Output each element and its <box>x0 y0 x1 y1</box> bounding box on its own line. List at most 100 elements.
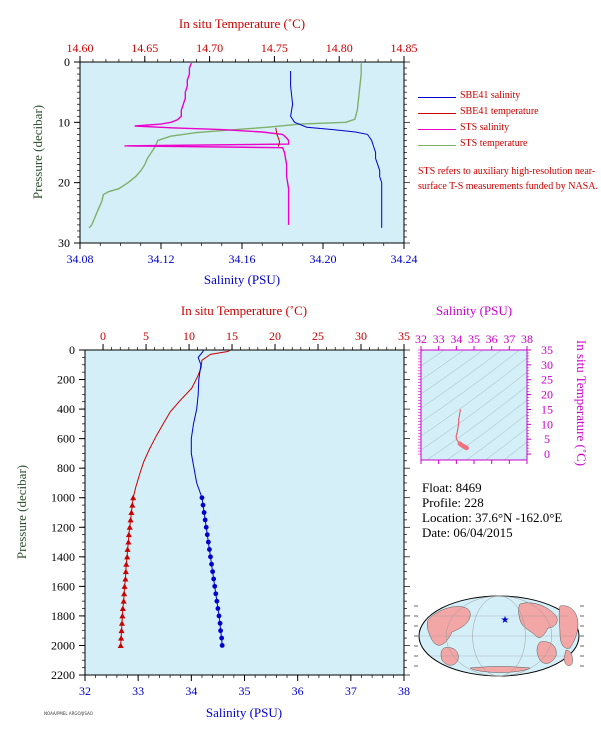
y-tick-label: 2000 <box>51 638 75 652</box>
density-contour <box>503 441 527 460</box>
near-surface-plot: 14.60 14.65 14.70 14.75 14.80 14.85 34.08 34.12… <box>30 16 418 287</box>
top-axis-title: In situ Temperature (˚C) <box>179 16 305 31</box>
series-line-sbe41-temperature <box>275 127 281 147</box>
float-number: Float: 8469 <box>422 480 482 495</box>
top-tick-label: 14.65 <box>131 41 158 55</box>
density-contour <box>421 350 520 423</box>
plot-series <box>455 409 469 451</box>
y-tick-label: 2200 <box>51 668 75 682</box>
top-tick-label: 32 <box>415 332 427 346</box>
top-tick-label: 33 <box>433 332 445 346</box>
credit-text: NOAA/PMEL ARGO/JISAO <box>44 711 93 716</box>
density-contours <box>421 350 527 460</box>
top-tick-label: 38 <box>521 332 533 346</box>
right-tick-label: 0 <box>544 447 550 461</box>
density-contour <box>485 427 527 460</box>
ts-point <box>456 439 459 441</box>
data-marker-sbe41-salinity <box>217 620 223 626</box>
density-contour <box>421 350 465 381</box>
y-tick-label: 600 <box>57 432 75 446</box>
bottom-tick-label: 34.08 <box>67 252 94 266</box>
y-tick-label: 1600 <box>51 579 75 593</box>
top-tick-label: 37 <box>503 332 515 346</box>
top-tick-label: 20 <box>269 329 281 343</box>
y-tick-label: 1800 <box>51 609 75 623</box>
bottom-tick-label: 35 <box>239 684 251 698</box>
data-marker-sbe41-temperature <box>125 539 132 545</box>
legend-swatch <box>418 97 456 98</box>
data-marker-sbe41-temperature <box>122 568 129 575</box>
data-marker-sbe41-salinity <box>212 583 218 589</box>
y-tick-label: 800 <box>57 461 75 475</box>
top-tick-label: 14.75 <box>261 41 288 55</box>
data-marker-sbe41-temperature <box>124 546 131 552</box>
ts-point <box>455 434 458 437</box>
data-marker-sbe41-salinity <box>219 643 225 648</box>
top-axis-title: In situ Temperature (˚C) <box>181 303 307 318</box>
ts-point <box>457 426 459 429</box>
density-contour <box>421 350 502 409</box>
y-tick-label: 1000 <box>51 491 75 505</box>
top-tick-label: 14.70 <box>196 41 223 55</box>
plot-ticks: 0 5 10 15 20 25 30 35 32 33 34 35 36 37 38 0 200 400 600 80… <box>51 329 410 698</box>
data-marker-sbe41-temperature <box>119 605 126 612</box>
date: Date: 06/04/2015 <box>422 525 513 540</box>
bottom-axis-title: Salinity (PSU) <box>206 705 282 720</box>
top-tick-label: 35 <box>468 332 480 346</box>
top-tick-label: 0 <box>100 329 106 343</box>
data-marker-sbe41-temperature <box>123 561 130 567</box>
data-marker-sbe41-salinity <box>210 569 216 574</box>
data-marker-sbe41-salinity <box>216 613 222 619</box>
profile-number: Profile: 228 <box>422 495 484 510</box>
data-marker-sbe41-temperature <box>129 502 136 508</box>
density-contour <box>426 385 527 460</box>
ts-point <box>457 419 460 421</box>
data-marker-sbe41-salinity <box>199 495 205 501</box>
plot-background <box>80 62 404 243</box>
y-tick-label: 200 <box>57 373 75 387</box>
right-tick-label: 20 <box>541 388 553 402</box>
data-marker-sbe41-salinity <box>213 591 219 597</box>
data-marker-sbe41-temperature <box>118 635 125 641</box>
bottom-tick-label: 36 <box>292 684 304 698</box>
data-marker-sbe41-temperature <box>121 583 128 589</box>
top-tick-label: 14.60 <box>67 41 94 55</box>
plot-series <box>88 62 383 229</box>
data-marker-sbe41-salinity <box>201 510 207 515</box>
top-tick-label: 10 <box>183 329 195 343</box>
bottom-tick-label: 34.12 <box>148 252 175 266</box>
y-tick-label: 10 <box>58 115 70 129</box>
bottom-axis-title: Salinity (PSU) <box>204 272 280 287</box>
plot-background <box>85 350 404 675</box>
y-tick-label: 0 <box>69 343 75 357</box>
legend-label: SBE41 salinity <box>460 90 521 101</box>
density-contour <box>466 413 527 460</box>
float-info: Float: 8469 Profile: 228 Location: 37.6°… <box>422 480 600 540</box>
data-marker-sbe41-salinity <box>204 532 210 538</box>
data-marker-sbe41-salinity <box>209 561 214 567</box>
bottom-tick-label: 34.16 <box>229 252 256 266</box>
top-axis-title: Salinity (PSU) <box>436 303 512 318</box>
y-tick-label: 400 <box>57 402 75 416</box>
top-tick-label: 14.80 <box>326 41 353 55</box>
series-line-sts-temperature <box>88 63 362 229</box>
plot-background <box>421 350 527 460</box>
legend-note: STS refers to auxiliary high-resolution … <box>418 166 598 192</box>
right-tick-label: 35 <box>541 343 553 357</box>
plot-ticks: 14.60 14.65 14.70 14.75 14.80 14.85 34.08 34.12… <box>58 41 418 266</box>
ts-point <box>464 445 469 451</box>
right-tick-label: 15 <box>541 402 553 416</box>
legend-label: STS temperature <box>460 138 528 149</box>
top-tick-label: 14.85 <box>391 41 418 55</box>
data-marker-sbe41-temperature <box>126 524 133 530</box>
top-tick-label: 15 <box>226 329 238 343</box>
data-marker-sbe41-salinity <box>203 524 209 530</box>
legend-item: STS temperature <box>418 138 601 154</box>
map-graticule <box>414 595 584 677</box>
data-marker-sbe41-temperature <box>130 494 137 501</box>
data-marker-sbe41-temperature <box>119 612 126 619</box>
density-contour <box>421 350 484 395</box>
